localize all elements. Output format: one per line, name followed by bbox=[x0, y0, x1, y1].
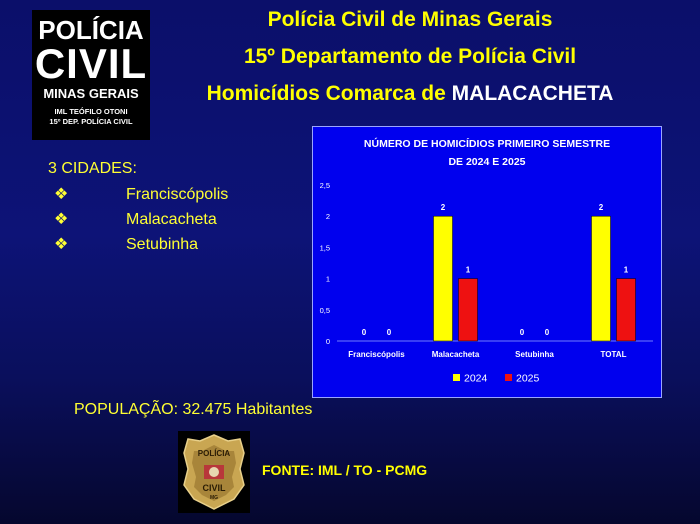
header-line-3: Homicídios Comarca de MALACACHETA bbox=[160, 82, 660, 106]
logo-line-1: POLÍCIA bbox=[38, 15, 144, 45]
header-line-1: Polícia Civil de Minas Gerais bbox=[267, 8, 553, 31]
y-tick-label: 1 bbox=[326, 275, 330, 284]
diamond-bullet-icon: ❖ bbox=[54, 236, 69, 253]
policia-civil-logo: POLÍCIA CIVIL MINAS GERAIS IML TEÓFILO O… bbox=[32, 10, 150, 140]
y-tick-label: 0 bbox=[326, 337, 330, 346]
chart-svg: NÚMERO DE HOMICÍDIOS PRIMEIRO SEMESTRE D… bbox=[320, 137, 653, 385]
x-tick-label: TOTAL bbox=[601, 350, 627, 359]
data-label: 2 bbox=[441, 203, 446, 212]
x-tick-label: Franciscópolis bbox=[348, 350, 405, 359]
diamond-bullet-icon: ❖ bbox=[54, 186, 69, 203]
logo-line-3: MINAS GERAIS bbox=[43, 86, 139, 101]
bar-2024 bbox=[433, 215, 453, 342]
city-name: Franciscópolis bbox=[126, 186, 229, 203]
list-item: ❖ Setubinha bbox=[48, 232, 198, 257]
y-tick-label: 0,5 bbox=[320, 306, 330, 315]
cities-title: 3 CIDADES: bbox=[48, 160, 137, 177]
svg-text:CIVIL: CIVIL bbox=[202, 483, 226, 493]
y-tick-label: 2,5 bbox=[320, 181, 330, 190]
cities-list: 3 CIDADES: ❖ Franciscópolis ❖ Malacachet… bbox=[48, 160, 228, 257]
legend-label: 2024 bbox=[464, 373, 488, 385]
y-tick-label: 2 bbox=[326, 212, 330, 221]
bar-2025 bbox=[616, 278, 636, 342]
logo-line-4: IML TEÓFILO OTONI bbox=[54, 107, 128, 116]
data-label: 0 bbox=[387, 328, 392, 337]
diamond-bullet-icon: ❖ bbox=[54, 211, 69, 228]
header-line-2: 15º Departamento de Polícia Civil bbox=[243, 45, 577, 68]
svg-text:POLÍCIA: POLÍCIA bbox=[198, 449, 231, 458]
data-label: 0 bbox=[545, 328, 550, 337]
y-tick-label: 1,5 bbox=[320, 243, 330, 252]
legend-label: 2025 bbox=[516, 373, 540, 385]
data-label: 0 bbox=[362, 328, 367, 337]
list-item: ❖ Franciscópolis bbox=[48, 182, 228, 207]
population-text: POPULAÇÃO: 32.475 Habitantes bbox=[74, 401, 313, 418]
data-label: 0 bbox=[520, 328, 525, 337]
logo-line-5: 15º DEP. POLÍCIA CIVIL bbox=[49, 117, 133, 126]
source-text: FONTE: IML / TO - PCMG bbox=[262, 462, 428, 478]
city-name: Malacacheta bbox=[126, 211, 217, 228]
x-tick-label: Setubinha bbox=[515, 350, 554, 359]
legend-swatch-2025 bbox=[505, 374, 512, 381]
x-tick-label: Malacacheta bbox=[432, 350, 480, 359]
chart-title-line-1: NÚMERO DE HOMICÍDIOS PRIMEIRO SEMESTRE bbox=[364, 137, 610, 150]
data-label: 1 bbox=[624, 266, 629, 275]
list-item: ❖ Malacacheta bbox=[48, 207, 217, 232]
bar-2024 bbox=[591, 215, 611, 342]
legend-swatch-2024 bbox=[453, 374, 460, 381]
bar-2025 bbox=[458, 278, 478, 342]
data-label: 2 bbox=[599, 203, 604, 212]
svg-text:MG: MG bbox=[210, 495, 218, 501]
city-name: Setubinha bbox=[126, 236, 199, 253]
header-city: MALACACHETA bbox=[451, 82, 614, 105]
homicide-bar-chart: NÚMERO DE HOMICÍDIOS PRIMEIRO SEMESTRE D… bbox=[312, 126, 662, 398]
logo-line-2: CIVIL bbox=[34, 40, 148, 87]
data-label: 1 bbox=[466, 266, 471, 275]
police-badge-icon: POLÍCIA CIVIL MG bbox=[178, 431, 250, 513]
chart-title-line-2: DE 2024 E 2025 bbox=[448, 156, 525, 168]
header-line-3-prefix: Homicídios Comarca de bbox=[206, 82, 452, 105]
